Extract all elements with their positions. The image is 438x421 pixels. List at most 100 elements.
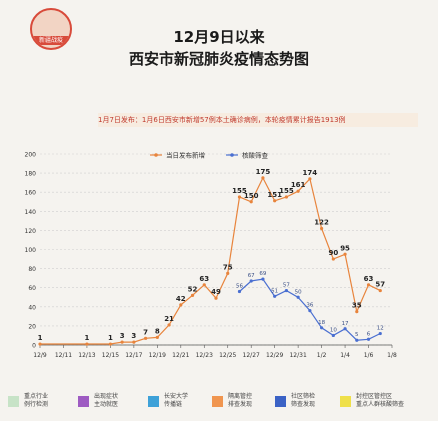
- data-label: 10: [330, 327, 337, 333]
- data-point: [85, 342, 89, 346]
- data-label: 1: [38, 334, 43, 342]
- x-tick-label: 12/27: [243, 352, 260, 359]
- data-point: [132, 340, 136, 344]
- data-point: [343, 252, 347, 256]
- y-tick-label: 100: [25, 247, 37, 254]
- data-point: [308, 309, 312, 313]
- data-label: 1: [108, 334, 113, 342]
- y-tick-label: 80: [28, 266, 36, 273]
- data-point: [308, 177, 312, 181]
- y-tick-label: 120: [25, 228, 37, 235]
- data-label: 63: [199, 275, 209, 283]
- source-legend-label: 隔离管控 排查发现: [228, 393, 253, 408]
- notice-text: 1月7日发布：1月6日西安市新增57例本土确诊病例，本轮疫情累计报告1913例: [98, 116, 346, 124]
- data-label: 17: [342, 321, 349, 327]
- data-point: [320, 226, 324, 231]
- legend-label: 当日发布新增: [166, 151, 205, 160]
- y-tick-label: 40: [28, 304, 36, 311]
- chart-title-line1: 12月9日以来: [173, 28, 265, 46]
- data-label: 49: [211, 288, 221, 296]
- data-label: 161: [291, 181, 306, 189]
- data-label: 1: [84, 334, 89, 342]
- data-point: [343, 327, 347, 331]
- data-point: [249, 200, 253, 204]
- data-point: [355, 309, 359, 314]
- data-point: [296, 295, 300, 299]
- data-point: [378, 288, 382, 293]
- data-label: 35: [352, 302, 362, 310]
- data-label: 69: [259, 271, 266, 277]
- data-point: [38, 342, 42, 346]
- data-label: 7: [143, 328, 148, 336]
- legend-swatch: [78, 396, 89, 407]
- data-label: 52: [188, 285, 198, 293]
- y-tick-label: 200: [25, 152, 37, 159]
- x-tick-label: 12/13: [78, 352, 95, 359]
- data-point: [261, 277, 265, 281]
- data-label: 12: [377, 326, 384, 332]
- data-label: 155: [279, 187, 294, 195]
- line-chart: 0 20 40 60 80 100 120 140 160 180 200 12/9 12/11 12/1…: [25, 151, 397, 360]
- data-label: 42: [176, 295, 186, 303]
- data-point: [296, 189, 300, 193]
- x-tick-label: 12/25: [219, 352, 236, 359]
- notice-banner: 1月7日发布：1月6日西安市新增57例本土确诊病例，本轮疫情累计报告1913例: [98, 113, 418, 127]
- data-label: 8: [155, 327, 160, 335]
- data-point: [179, 303, 183, 307]
- data-label: 5: [355, 332, 359, 338]
- x-tick-label: 12/23: [196, 352, 213, 359]
- data-point: [108, 342, 112, 346]
- x-tick-label: 12/21: [172, 352, 189, 359]
- x-tick-label: 12/19: [149, 352, 166, 359]
- data-label: 6: [367, 331, 371, 337]
- legend-label: 核酸筛查: [242, 151, 269, 160]
- data-point: [155, 335, 159, 339]
- data-label: 3: [131, 332, 136, 340]
- legend-swatch: [340, 396, 351, 407]
- source-legend-label: 封控区管控区 重点人群核酸筛查: [356, 393, 405, 408]
- data-point: [366, 337, 371, 341]
- data-label: 3: [120, 332, 125, 340]
- legend-swatch: [8, 396, 19, 407]
- legend-swatch: [212, 396, 223, 407]
- x-tick-label: 1/6: [364, 352, 374, 359]
- data-point: [378, 331, 382, 336]
- series-line: [40, 176, 381, 345]
- data-label: 56: [236, 284, 243, 290]
- x-tick-label: 12/11: [55, 352, 72, 359]
- x-tick-label: 12/31: [289, 352, 306, 359]
- data-point: [261, 176, 265, 180]
- data-point: [226, 271, 230, 275]
- y-tick-label: 140: [25, 209, 37, 216]
- data-label: 21: [164, 315, 174, 323]
- data-point: [320, 326, 324, 330]
- data-label: 18: [318, 320, 325, 326]
- y-tick-label: 0: [32, 343, 36, 350]
- data-point: [237, 289, 242, 294]
- data-label: 175: [256, 168, 271, 176]
- source-legend-label: 社区筛检 筛查发现: [291, 393, 316, 408]
- y-tick-label: 160: [25, 190, 37, 197]
- data-point: [284, 195, 288, 199]
- data-label: 95: [340, 244, 350, 252]
- data-point: [355, 338, 359, 342]
- data-label: 155: [232, 187, 247, 195]
- data-point: [331, 257, 335, 261]
- logo-text: 新疆战疫: [32, 36, 70, 45]
- data-label: 50: [295, 289, 302, 295]
- source-legend-label: 长安大学 传播链: [164, 393, 189, 408]
- data-label: 174: [303, 169, 318, 177]
- data-point: [120, 340, 124, 344]
- data-label: 75: [223, 263, 233, 271]
- legend-marker: [154, 153, 158, 157]
- data-label: 57: [375, 281, 385, 289]
- data-label: 150: [244, 192, 259, 200]
- x-tick-label: 12/17: [125, 352, 142, 359]
- legend-marker: [230, 153, 234, 157]
- data-point: [273, 294, 277, 298]
- data-label: 122: [314, 218, 329, 226]
- source-legend-label: 出现症状 主动就医: [94, 393, 119, 408]
- data-label: 51: [271, 288, 278, 294]
- data-point: [366, 283, 371, 287]
- data-point: [202, 283, 206, 287]
